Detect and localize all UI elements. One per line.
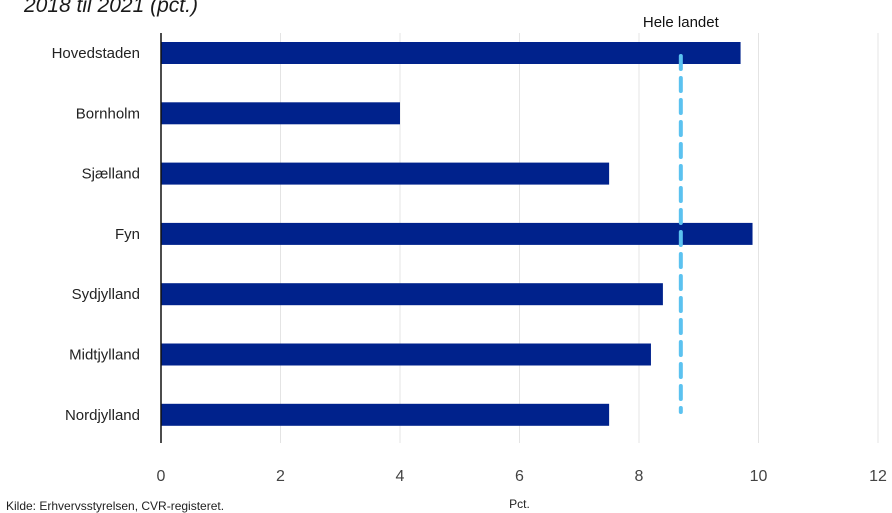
bar: [161, 343, 651, 366]
chart-title: 2018 til 2021 (pct.): [24, 0, 198, 17]
labels: 0 2 4 6 8 10 12 Hovedstaden Bornholm Sjælland Fyn S…: [52, 14, 887, 511]
category-label: Sjælland: [82, 166, 140, 183]
category-label: Hovedstaden: [52, 45, 140, 62]
reference-line-label: Hele landet: [643, 14, 720, 31]
category-label: Sydjylland: [72, 286, 140, 303]
bar: [161, 403, 610, 426]
bar: [161, 162, 610, 185]
x-tick-label: 4: [396, 468, 405, 485]
bar: [161, 102, 400, 125]
x-tick-label: 10: [750, 468, 768, 485]
bar: [161, 42, 741, 64]
x-tick-label: 0: [157, 468, 166, 485]
x-axis-label: Pct.: [509, 497, 530, 511]
category-label: Bornholm: [76, 105, 140, 122]
category-label: Nordjylland: [65, 407, 140, 424]
category-label: Midtjylland: [69, 347, 140, 364]
category-label: Fyn: [115, 226, 140, 243]
x-tick-label: 8: [635, 468, 644, 485]
source-note: Kilde: Erhvervsstyrelsen, CVR-registeret…: [6, 499, 225, 513]
bars: [161, 42, 753, 426]
bar: [161, 283, 663, 306]
x-tick-label: 6: [515, 468, 524, 485]
bar: [161, 222, 753, 245]
x-tick-label: 2: [276, 468, 285, 485]
x-tick-label: 12: [869, 468, 887, 485]
